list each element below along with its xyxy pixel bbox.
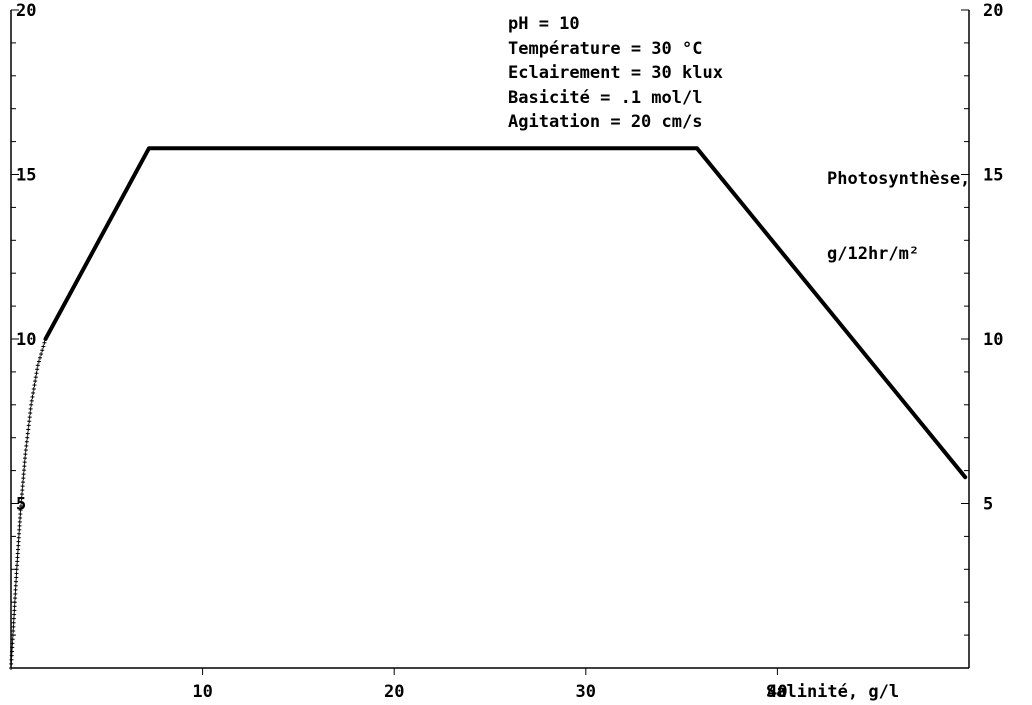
x-tick-label: 10 bbox=[192, 682, 212, 702]
series-solid-line bbox=[43, 146, 968, 480]
y-tick-label-left: 15 bbox=[16, 166, 36, 186]
x-tick-label: 30 bbox=[576, 682, 596, 702]
tick-marks bbox=[11, 9, 969, 675]
y-tick-label-right: 5 bbox=[983, 495, 993, 515]
conditions-annotation: pH = 10 Température = 30 °C Eclairement = … bbox=[508, 12, 723, 135]
series-dotted-line bbox=[9, 340, 47, 670]
y-tick-label-right: 10 bbox=[983, 330, 1003, 350]
conditions-line: Basicité = .1 mol/l bbox=[508, 87, 703, 108]
conditions-line: Température = 30 °C bbox=[508, 38, 703, 59]
y-tick-label-right: 15 bbox=[983, 166, 1003, 186]
y-tick-label-left: 20 bbox=[16, 1, 36, 21]
y-axis-title-line-2: g/12hr/m² bbox=[827, 244, 920, 264]
axes bbox=[10, 10, 970, 669]
conditions-line: pH = 10 bbox=[508, 14, 580, 34]
y-axis-title: Photosynthèse, g/12hr/m² bbox=[827, 117, 970, 292]
conditions-line: Eclairement = 30 klux bbox=[508, 63, 723, 83]
y-axis-title-line-1: Photosynthèse, bbox=[827, 169, 971, 189]
tick-labels: 1020304020151052015105 bbox=[16, 1, 1003, 702]
x-axis-title: Salinité, g/l bbox=[766, 682, 899, 702]
y-tick-label-left: 10 bbox=[16, 330, 36, 350]
series-layer bbox=[9, 146, 968, 670]
x-tick-label: 20 bbox=[384, 682, 404, 702]
x-tick-label: 40 bbox=[767, 682, 787, 702]
y-tick-label-right: 20 bbox=[983, 1, 1003, 21]
conditions-line: Agitation = 20 cm/s bbox=[508, 112, 703, 132]
